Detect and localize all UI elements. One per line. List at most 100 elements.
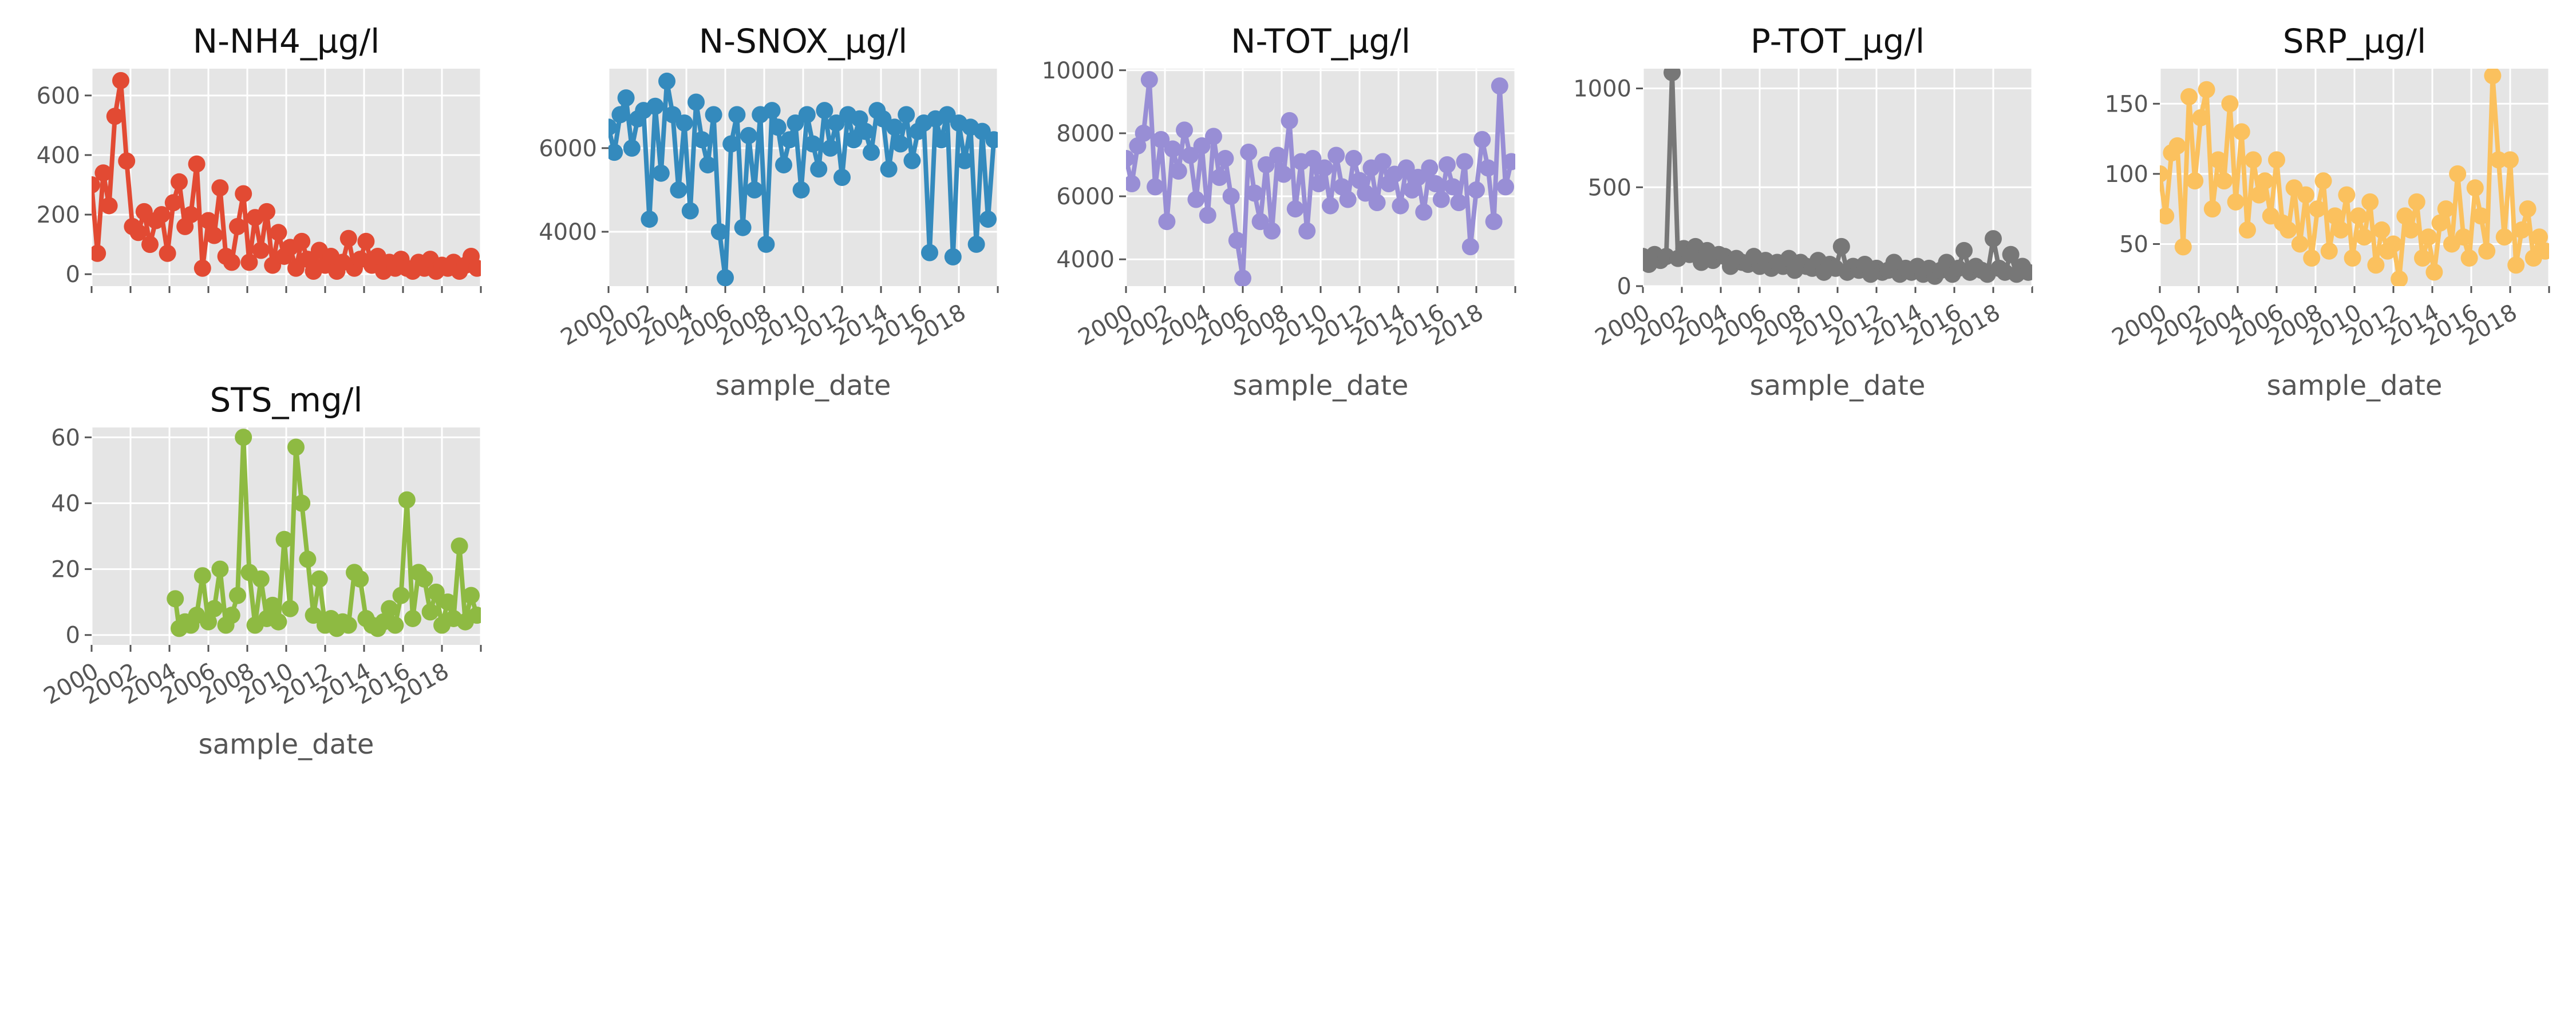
chart-4-x-axis-label: sample_date bbox=[1750, 370, 1926, 402]
chart-2-point bbox=[956, 152, 973, 169]
chart-5-point bbox=[2297, 187, 2314, 204]
chart-1-point bbox=[235, 185, 252, 203]
chart-5-point bbox=[2519, 200, 2537, 217]
chart-3-point bbox=[1176, 121, 1193, 138]
chart-1-point bbox=[200, 212, 217, 229]
chart-6-point bbox=[381, 600, 398, 617]
chart-2-point bbox=[618, 89, 635, 106]
chart-2-point bbox=[647, 98, 664, 115]
chart-3-point bbox=[1316, 159, 1333, 176]
chart-2-point bbox=[880, 160, 898, 177]
chart-6-point bbox=[223, 607, 240, 624]
chart-1-point bbox=[340, 230, 357, 247]
chart-3-point bbox=[1170, 163, 1187, 180]
chart-6-point bbox=[252, 571, 270, 588]
chart-3-point bbox=[1147, 179, 1164, 196]
chart-1-title: N-NH4_µg/l bbox=[193, 22, 380, 61]
chart-6-y-tick-label: 40 bbox=[51, 490, 80, 517]
chart-4-point bbox=[1833, 238, 1850, 255]
chart-3-point bbox=[1246, 185, 1263, 202]
chart-2-point bbox=[816, 102, 833, 119]
chart-3-point bbox=[1164, 140, 1182, 157]
chart-5-y-tick-label: 50 bbox=[2119, 231, 2148, 258]
chart-6-x-axis-label: sample_date bbox=[199, 728, 374, 760]
chart-5-point bbox=[2175, 238, 2192, 255]
chart-2-point bbox=[757, 236, 775, 253]
chart-6-y-tick-label: 0 bbox=[66, 623, 80, 649]
chart-1-point bbox=[188, 156, 206, 173]
chart-3-y-tick-label: 10000 bbox=[1042, 58, 1115, 84]
chart-3-point bbox=[1234, 270, 1251, 287]
chart-2-point bbox=[699, 156, 716, 173]
chart-6-point bbox=[167, 590, 184, 607]
chart-3-point bbox=[1263, 223, 1281, 240]
chart-3-y-tick-label: 4000 bbox=[1056, 247, 1115, 273]
chart-5-point bbox=[2309, 200, 2326, 217]
chart-6-point bbox=[451, 537, 468, 554]
chart-6-point bbox=[194, 567, 211, 584]
chart-4-y-tick-label: 500 bbox=[1588, 175, 1631, 201]
chart-5-point bbox=[2449, 165, 2466, 183]
chart-1-point bbox=[94, 164, 112, 181]
chart-6-y-tick-label: 60 bbox=[51, 425, 80, 451]
chart-6-point bbox=[416, 571, 433, 588]
chart-5-point bbox=[2420, 228, 2437, 245]
chart-5-point bbox=[2186, 172, 2203, 189]
chart-5-point bbox=[2180, 88, 2198, 105]
chart-1-point bbox=[258, 203, 275, 220]
chart-3-point bbox=[1485, 213, 1503, 230]
chart-5-point bbox=[2204, 200, 2221, 217]
chart-1-point bbox=[112, 72, 129, 89]
chart-2-point bbox=[746, 181, 763, 199]
chart-2-point bbox=[979, 211, 997, 228]
chart-5-point bbox=[2361, 193, 2379, 211]
chart-1-y-tick-label: 600 bbox=[37, 83, 80, 109]
chart-3-point bbox=[1473, 131, 1491, 148]
chart-2-point bbox=[886, 118, 903, 136]
chart-4-point bbox=[1955, 242, 1973, 259]
chart-3-point bbox=[1310, 175, 1327, 192]
chart-2-point bbox=[903, 152, 920, 169]
chart-1-point bbox=[171, 173, 188, 191]
chart-2-x-axis-label: sample_date bbox=[716, 370, 891, 402]
chart-6-point bbox=[351, 571, 369, 588]
chart-2-point bbox=[833, 169, 851, 186]
chart-5-point bbox=[2507, 256, 2524, 274]
chart-2-point bbox=[822, 140, 839, 157]
chart-2-point bbox=[705, 106, 722, 123]
chart-3-point bbox=[1456, 153, 1473, 170]
chart-6-point bbox=[211, 561, 228, 578]
chart-2-point bbox=[728, 106, 745, 123]
chart-3-point bbox=[1345, 150, 1362, 167]
chart-2-point bbox=[933, 131, 950, 148]
chart-3-point bbox=[1444, 179, 1461, 196]
chart-6-point bbox=[463, 587, 480, 604]
chart-5-point bbox=[2513, 221, 2530, 239]
chart-6-point bbox=[229, 587, 246, 604]
chart-5-point bbox=[2257, 172, 2274, 189]
chart-3-point bbox=[1468, 181, 1485, 199]
chart-6-point bbox=[206, 600, 223, 617]
chart-2-point bbox=[670, 181, 687, 199]
chart-5-point bbox=[2496, 228, 2513, 245]
chart-3-point bbox=[1433, 191, 1450, 208]
chart-3-point bbox=[1287, 200, 1304, 217]
chart-5-point bbox=[2455, 228, 2472, 245]
chart-1-y-tick-label: 400 bbox=[37, 142, 80, 169]
chart-3-point bbox=[1141, 71, 1158, 88]
chart-3-point bbox=[1240, 144, 1257, 161]
chart-1-point bbox=[106, 108, 124, 125]
chart-6-point bbox=[422, 603, 439, 620]
chart-5-point bbox=[2367, 256, 2384, 274]
chart-3-point bbox=[1187, 191, 1204, 208]
chart-2-point bbox=[793, 181, 810, 199]
chart-1-point bbox=[223, 253, 240, 271]
chart-6-point bbox=[282, 600, 299, 617]
chart-5-point bbox=[2279, 221, 2297, 239]
chart-2-point bbox=[711, 223, 728, 240]
chart-3-point bbox=[1158, 213, 1175, 230]
chart-1-point bbox=[270, 224, 287, 241]
chart-6-point bbox=[299, 550, 316, 568]
chart-5-x-axis-label: sample_date bbox=[2267, 370, 2443, 402]
